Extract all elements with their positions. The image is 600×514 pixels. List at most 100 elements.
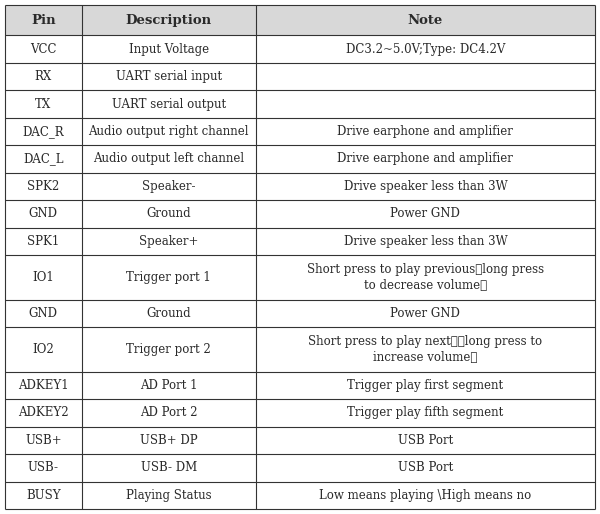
Text: SPK2: SPK2: [27, 180, 59, 193]
Text: USB Port: USB Port: [398, 434, 453, 447]
Bar: [5, 118, 82, 145]
Bar: [5, 300, 82, 327]
Text: TX: TX: [35, 98, 52, 111]
Bar: [82, 255, 256, 300]
Text: Trigger play first segment: Trigger play first segment: [347, 379, 503, 392]
Text: USB Port: USB Port: [398, 462, 453, 474]
Bar: [82, 145, 256, 173]
Text: Ground: Ground: [146, 207, 191, 221]
Text: Power GND: Power GND: [391, 307, 460, 320]
Text: IO2: IO2: [32, 343, 54, 356]
Bar: [256, 228, 595, 255]
Bar: [256, 145, 595, 173]
Bar: [256, 327, 595, 372]
Bar: [82, 35, 256, 63]
Bar: [5, 255, 82, 300]
Text: Pin: Pin: [31, 14, 56, 27]
Text: Trigger port 1: Trigger port 1: [127, 271, 211, 284]
Bar: [82, 372, 256, 399]
Text: AD Port 1: AD Port 1: [140, 379, 197, 392]
Bar: [82, 90, 256, 118]
Bar: [82, 63, 256, 90]
Text: USB+ DP: USB+ DP: [140, 434, 197, 447]
Text: ADKEY1: ADKEY1: [18, 379, 68, 392]
Bar: [82, 5, 256, 35]
Text: DAC_L: DAC_L: [23, 153, 64, 166]
Bar: [256, 35, 595, 63]
Bar: [5, 482, 82, 509]
Bar: [82, 427, 256, 454]
Bar: [5, 63, 82, 90]
Text: IO1: IO1: [32, 271, 54, 284]
Text: Ground: Ground: [146, 307, 191, 320]
Text: USB+: USB+: [25, 434, 62, 447]
Bar: [82, 454, 256, 482]
Text: Power GND: Power GND: [391, 207, 460, 221]
Bar: [5, 327, 82, 372]
Text: RX: RX: [35, 70, 52, 83]
Bar: [5, 35, 82, 63]
Bar: [256, 300, 595, 327]
Bar: [256, 482, 595, 509]
Text: GND: GND: [29, 307, 58, 320]
Bar: [82, 482, 256, 509]
Text: GND: GND: [29, 207, 58, 221]
Bar: [256, 90, 595, 118]
Text: Input Voltage: Input Voltage: [128, 43, 209, 56]
Bar: [5, 372, 82, 399]
Text: Low means playing \High means no: Low means playing \High means no: [319, 489, 532, 502]
Bar: [256, 427, 595, 454]
Text: VCC: VCC: [30, 43, 56, 56]
Text: UART serial input: UART serial input: [116, 70, 222, 83]
Bar: [5, 145, 82, 173]
Bar: [256, 255, 595, 300]
Text: Audio output left channel: Audio output left channel: [93, 153, 244, 166]
Bar: [256, 372, 595, 399]
Text: Note: Note: [408, 14, 443, 27]
Bar: [82, 173, 256, 200]
Text: Audio output right channel: Audio output right channel: [88, 125, 249, 138]
Bar: [82, 399, 256, 427]
Text: Short press to play previous（long press
to decrease volume）: Short press to play previous（long press …: [307, 263, 544, 292]
Bar: [256, 5, 595, 35]
Bar: [82, 300, 256, 327]
Text: DC3.2~5.0V;Type: DC4.2V: DC3.2~5.0V;Type: DC4.2V: [346, 43, 505, 56]
Bar: [256, 118, 595, 145]
Bar: [256, 63, 595, 90]
Bar: [256, 399, 595, 427]
Text: Drive speaker less than 3W: Drive speaker less than 3W: [343, 235, 507, 248]
Bar: [256, 173, 595, 200]
Text: Trigger play fifth segment: Trigger play fifth segment: [347, 407, 503, 419]
Text: Drive earphone and amplifier: Drive earphone and amplifier: [337, 153, 514, 166]
Text: BUSY: BUSY: [26, 489, 61, 502]
Text: USB- DM: USB- DM: [140, 462, 197, 474]
Bar: [5, 228, 82, 255]
Text: Speaker+: Speaker+: [139, 235, 199, 248]
Text: Playing Status: Playing Status: [126, 489, 212, 502]
Bar: [256, 200, 595, 228]
Bar: [82, 327, 256, 372]
Bar: [5, 5, 82, 35]
Bar: [5, 173, 82, 200]
Bar: [5, 90, 82, 118]
Text: AD Port 2: AD Port 2: [140, 407, 197, 419]
Bar: [82, 228, 256, 255]
Text: Trigger port 2: Trigger port 2: [127, 343, 211, 356]
Bar: [82, 118, 256, 145]
Text: Description: Description: [125, 14, 212, 27]
Text: SPK1: SPK1: [27, 235, 59, 248]
Bar: [5, 200, 82, 228]
Text: UART serial output: UART serial output: [112, 98, 226, 111]
Text: Drive speaker less than 3W: Drive speaker less than 3W: [343, 180, 507, 193]
Text: Speaker-: Speaker-: [142, 180, 196, 193]
Bar: [82, 200, 256, 228]
Text: USB-: USB-: [28, 462, 59, 474]
Text: ADKEY2: ADKEY2: [18, 407, 68, 419]
Bar: [5, 427, 82, 454]
Text: DAC_R: DAC_R: [23, 125, 64, 138]
Text: Short press to play next　（long press to
increase volume）: Short press to play next （long press to …: [308, 335, 542, 364]
Bar: [256, 454, 595, 482]
Text: Drive earphone and amplifier: Drive earphone and amplifier: [337, 125, 514, 138]
Bar: [5, 454, 82, 482]
Bar: [5, 399, 82, 427]
